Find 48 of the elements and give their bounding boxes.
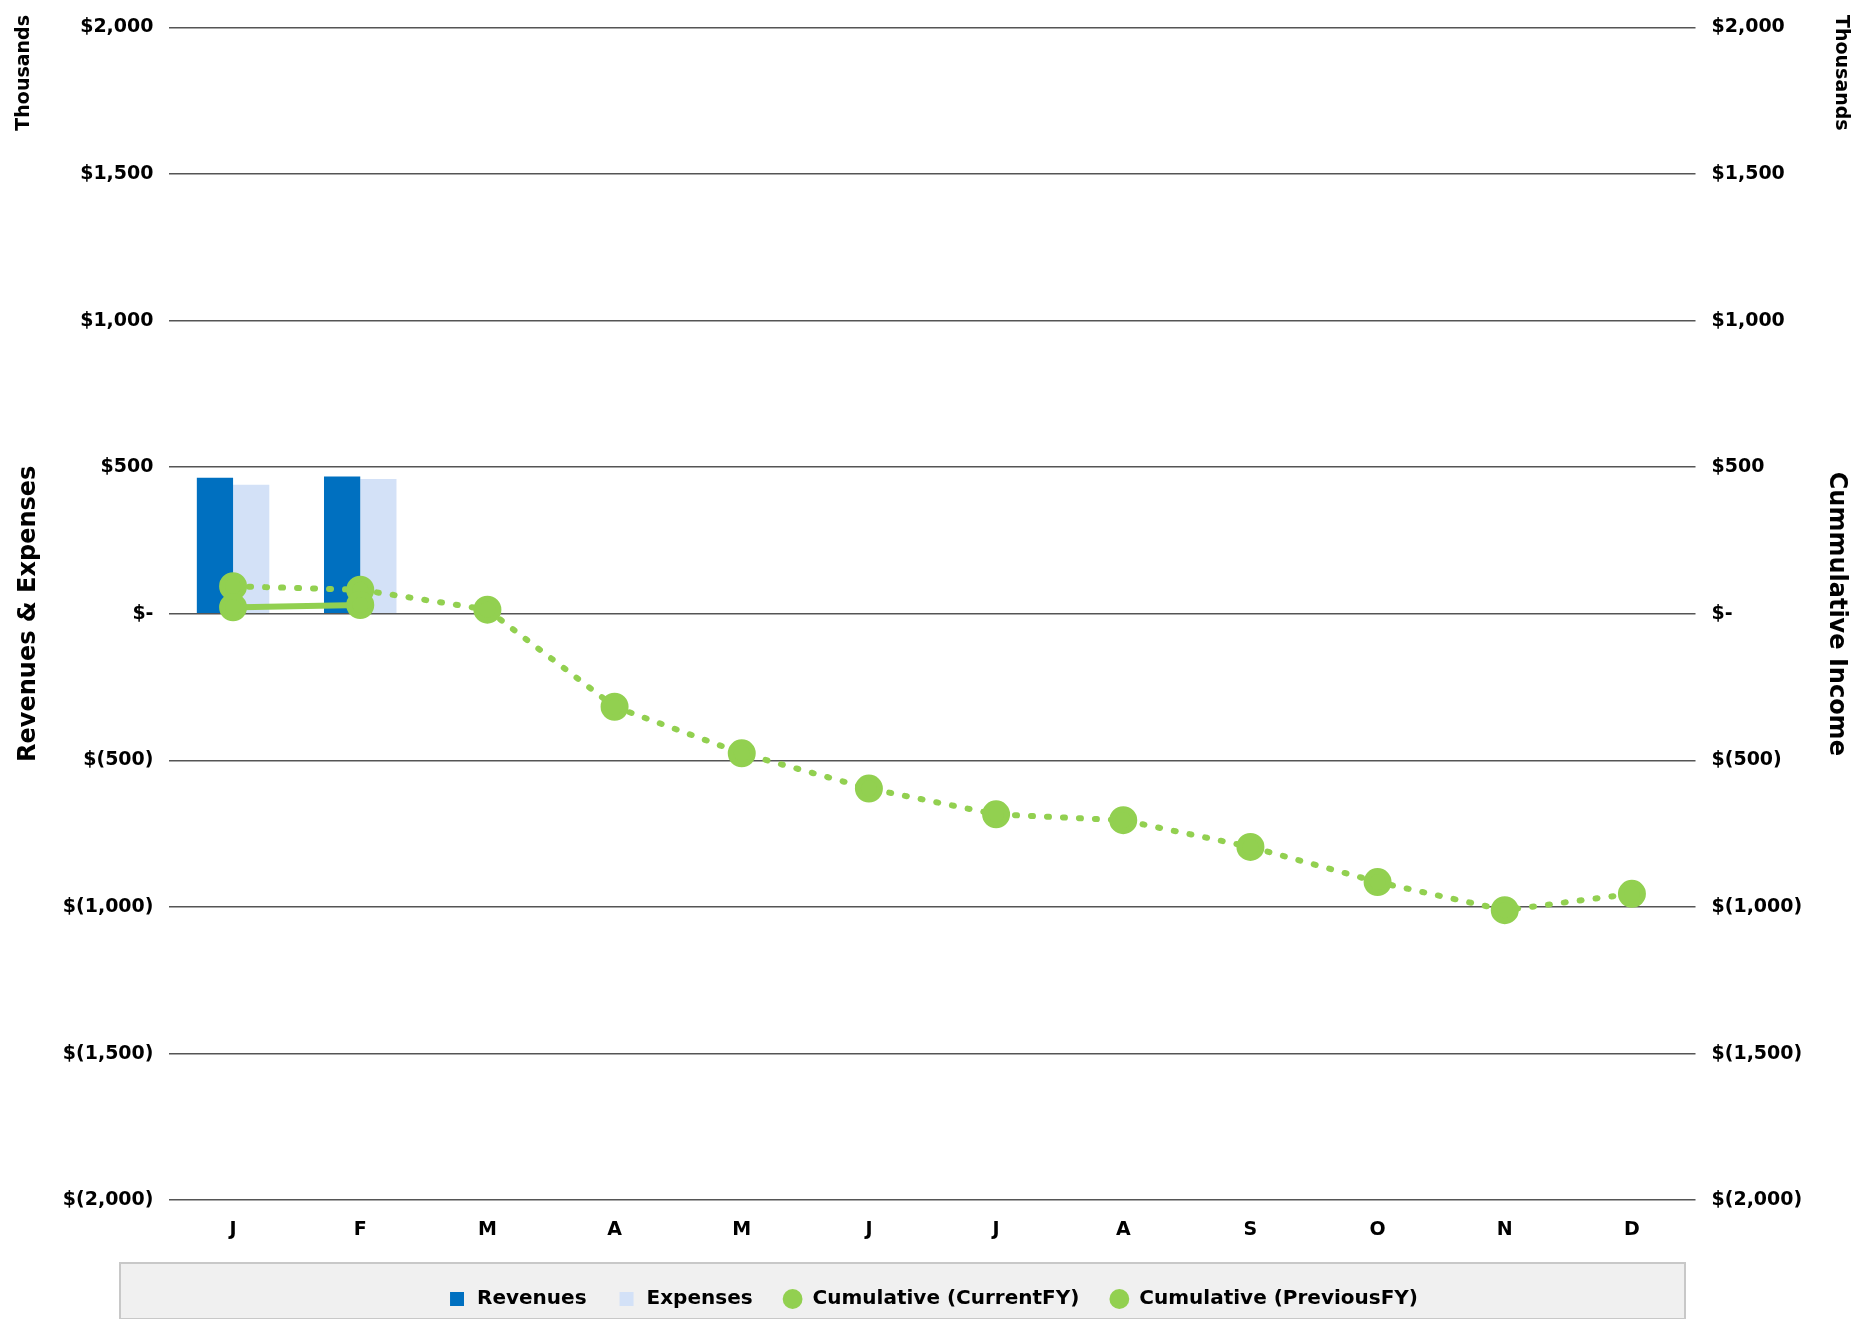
x-tick-label: A [1115,1216,1131,1239]
point [727,739,756,768]
point [1363,868,1392,897]
x-tick-label: J [863,1216,873,1239]
y2-tick-label: $1,000 [1711,307,1785,330]
legend-label: Revenues [477,1285,587,1310]
x-tick-label: N [1496,1216,1513,1239]
point [1617,879,1646,908]
x-tick-label: J [227,1216,237,1239]
y2-axis-title: Cummulative Income [1824,471,1853,756]
legend-label: Expenses [646,1285,753,1310]
x-tick-label: F [353,1216,367,1239]
x-tick-label: S [1243,1216,1258,1239]
y2-tick-label: $(2,000) [1711,1187,1803,1210]
y-tick-label: $- [132,600,154,623]
x-tick-label: M [732,1216,752,1239]
y2-tick-label: $- [1711,600,1733,623]
y-tick-label: $1,000 [80,307,154,330]
x-tick-label: J [990,1216,1000,1239]
x-tick-label: M [477,1216,497,1239]
text: Thousands [1832,15,1855,131]
y2-tick-label: $(1,500) [1711,1040,1803,1063]
y2-tick-label: $(1,000) [1711,893,1803,916]
y-tick-label: $(1,000) [62,893,154,916]
y-tick-label: $2,000 [80,14,154,37]
y-tick-label: $(1,500) [62,1040,154,1063]
y-tick-label: $500 [100,454,154,477]
y2-tick-label: $1,500 [1711,160,1785,183]
legend-label: Cumulative (PreviousFY) [1139,1285,1418,1310]
point [854,774,883,803]
y2-tick-label: $(500) [1711,747,1782,770]
point [1236,832,1265,861]
y-tick-label: $1,500 [80,160,154,183]
legend-label: Cumulative (CurrentFY) [812,1285,1080,1310]
y2-tick-label: $500 [1711,454,1765,477]
y-tick-label: $(2,000) [62,1187,154,1210]
y-tick-label: $(500) [83,747,154,770]
point [982,800,1011,829]
x-tick-label: A [607,1216,623,1239]
point [473,595,502,624]
text: Thousands [10,15,33,131]
y-axis-title: Revenues & Expenses [12,465,41,762]
x-tick-label: O [1369,1216,1386,1239]
point [1490,896,1519,925]
point [1109,806,1138,835]
point [600,692,629,721]
x-tick-label: D [1624,1216,1640,1239]
y2-tick-label: $2,000 [1711,14,1785,37]
